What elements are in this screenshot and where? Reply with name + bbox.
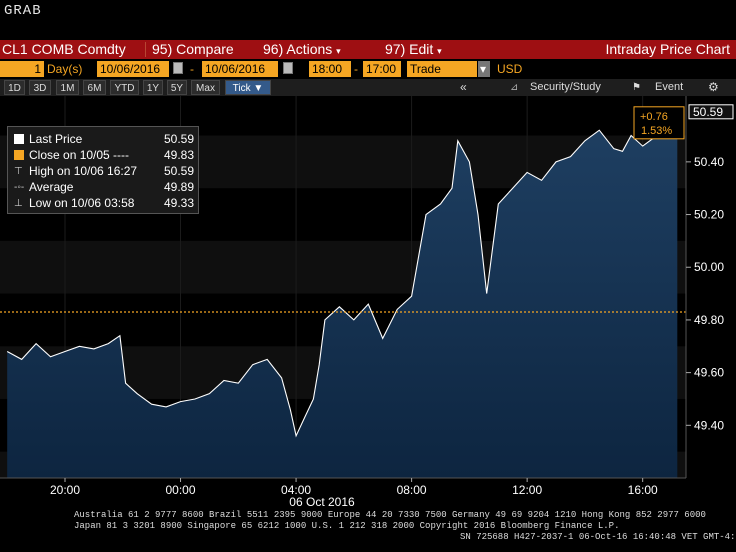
footer-contacts-2: Japan 81 3 3201 8900 Singapore 65 6212 1… xyxy=(74,521,620,531)
last-price-label: 50.59 xyxy=(693,105,723,119)
legend-label: Last Price xyxy=(29,132,83,146)
start-time-field[interactable]: 18:00 xyxy=(309,61,351,77)
range-1m-button[interactable]: 1M xyxy=(56,80,79,95)
x-axis-label: 06 Oct 2016 xyxy=(289,495,355,509)
range-5y-button[interactable]: 5Y xyxy=(167,80,187,95)
legend-value: 49.89 xyxy=(163,180,194,194)
currency-label[interactable]: USD xyxy=(497,62,523,76)
end-date-field[interactable]: 10/06/2016 xyxy=(202,61,278,77)
security-study-button[interactable]: Security/Study xyxy=(530,81,601,93)
legend-item-last-price[interactable]: Last Price 50.59 xyxy=(14,132,194,147)
x-tick-label: 00:00 xyxy=(166,483,196,497)
legend-value: 49.83 xyxy=(163,148,194,162)
parameter-row: 1 Day(s) 10/06/2016 - 10/06/2016 18:00 -… xyxy=(0,60,736,78)
field-select[interactable]: Trade xyxy=(407,61,477,77)
chevron-down-icon: ▾ xyxy=(336,46,341,56)
x-tick-label: 16:00 xyxy=(628,483,658,497)
x-tick-label: 08:00 xyxy=(397,483,427,497)
range-ytd-button[interactable]: YTD xyxy=(110,80,139,95)
range-1y-button[interactable]: 1Y xyxy=(143,80,163,95)
actions-menu-label: 96) Actions xyxy=(263,41,333,57)
high-marker-icon: ⊤ xyxy=(14,166,23,177)
legend-label: High on 10/06 16:27 xyxy=(29,164,138,178)
calendar-icon[interactable] xyxy=(283,62,293,74)
chevron-down-icon[interactable]: ▾ xyxy=(478,61,490,77)
change-box xyxy=(633,106,685,140)
actions-menu[interactable]: 96) Actions ▾ xyxy=(263,40,341,59)
gear-icon[interactable]: ⚙ xyxy=(708,80,719,94)
x-tick-label: 12:00 xyxy=(512,483,542,497)
y-axis-ticks: 49.40 49.60 49.80 50.00 50.20 50.40 xyxy=(686,155,724,432)
period-unit-label[interactable]: Day(s) xyxy=(47,62,83,76)
study-icon: ⊿ xyxy=(510,82,519,93)
legend-label: Average xyxy=(29,180,74,194)
range-max-button[interactable]: Max xyxy=(191,80,220,95)
legend-item-close[interactable]: Close on 10/05 ---- 49.83 xyxy=(14,148,194,163)
x-tick-label: 04:00 xyxy=(281,483,311,497)
legend-item-low[interactable]: ⊥ Low on 10/06 03:58 49.33 xyxy=(14,196,194,211)
low-marker-icon: ⊥ xyxy=(14,198,23,209)
average-marker-icon: -◦- xyxy=(14,182,25,193)
range-3d-button[interactable]: 3D xyxy=(29,80,51,95)
legend-swatch xyxy=(14,150,24,160)
app-title: GRAB xyxy=(4,3,42,19)
edit-menu[interactable]: 97) Edit ▾ xyxy=(385,40,442,59)
y-tick-label: 50.20 xyxy=(694,208,724,222)
legend-label: Low on 10/06 03:58 xyxy=(29,196,135,210)
legend-value: 49.33 xyxy=(163,196,194,210)
legend-item-average[interactable]: -◦- Average 49.89 xyxy=(14,180,194,195)
flag-icon: ⚑ xyxy=(632,82,641,93)
price-line xyxy=(6,111,678,438)
end-time-field[interactable]: 17:00 xyxy=(363,61,401,77)
footer-serial: SN 725688 H427-2037-1 06-Oct-16 16:40:48… xyxy=(460,532,736,542)
menu-bar: CL1 COMB Comdty 95) Compare 96) Actions … xyxy=(0,40,736,59)
legend-label: Close on 10/05 ---- xyxy=(29,148,130,162)
range-6m-button[interactable]: 6M xyxy=(83,80,106,95)
chevron-down-icon: ▾ xyxy=(437,46,442,56)
time-range-dash: - xyxy=(354,62,358,76)
edit-menu-label: 97) Edit xyxy=(385,41,434,57)
legend-item-high[interactable]: ⊤ High on 10/06 16:27 50.59 xyxy=(14,164,194,179)
change-value: +0.76 xyxy=(640,111,668,123)
range-toolbar: 1D 3D 1M 6M YTD 1Y 5Y Max Tick ▼ « ⊿ Sec… xyxy=(0,79,736,96)
legend-swatch xyxy=(14,134,24,144)
menu-divider xyxy=(145,42,146,57)
last-price-box xyxy=(688,104,734,120)
x-tick-label: 20:00 xyxy=(50,483,80,497)
start-date-field[interactable]: 10/06/2016 xyxy=(97,61,169,77)
chart-legend[interactable]: Last Price 50.59 Close on 10/05 ---- 49.… xyxy=(7,126,199,214)
footer-contacts-1: Australia 61 2 9777 8600 Brazil 5511 239… xyxy=(74,510,706,520)
date-range-dash: - xyxy=(190,62,194,76)
legend-value: 50.59 xyxy=(163,164,194,178)
price-area xyxy=(7,111,678,479)
chart-title: Intraday Price Chart xyxy=(605,41,731,57)
y-tick-label: 49.40 xyxy=(694,418,724,432)
change-percent: 1.53% xyxy=(641,125,672,137)
x-axis-ticks: 20:00 00:00 04:00 08:00 12:00 16:00 xyxy=(50,478,658,497)
compare-menu[interactable]: 95) Compare xyxy=(152,41,234,57)
tick-select[interactable]: Tick ▼ xyxy=(225,80,271,95)
range-1d-button[interactable]: 1D xyxy=(4,80,25,95)
security-ticker[interactable]: CL1 COMB Comdty xyxy=(2,41,126,57)
legend-value: 50.59 xyxy=(163,132,194,146)
y-tick-label: 49.60 xyxy=(694,366,724,380)
period-count-field[interactable]: 1 xyxy=(0,61,44,77)
y-tick-label: 49.80 xyxy=(694,313,724,327)
y-tick-label: 50.00 xyxy=(694,260,724,274)
event-button[interactable]: Event xyxy=(655,81,684,93)
calendar-icon[interactable] xyxy=(173,62,183,74)
y-tick-label: 50.40 xyxy=(694,155,724,169)
collapse-icon[interactable]: « xyxy=(460,80,467,94)
